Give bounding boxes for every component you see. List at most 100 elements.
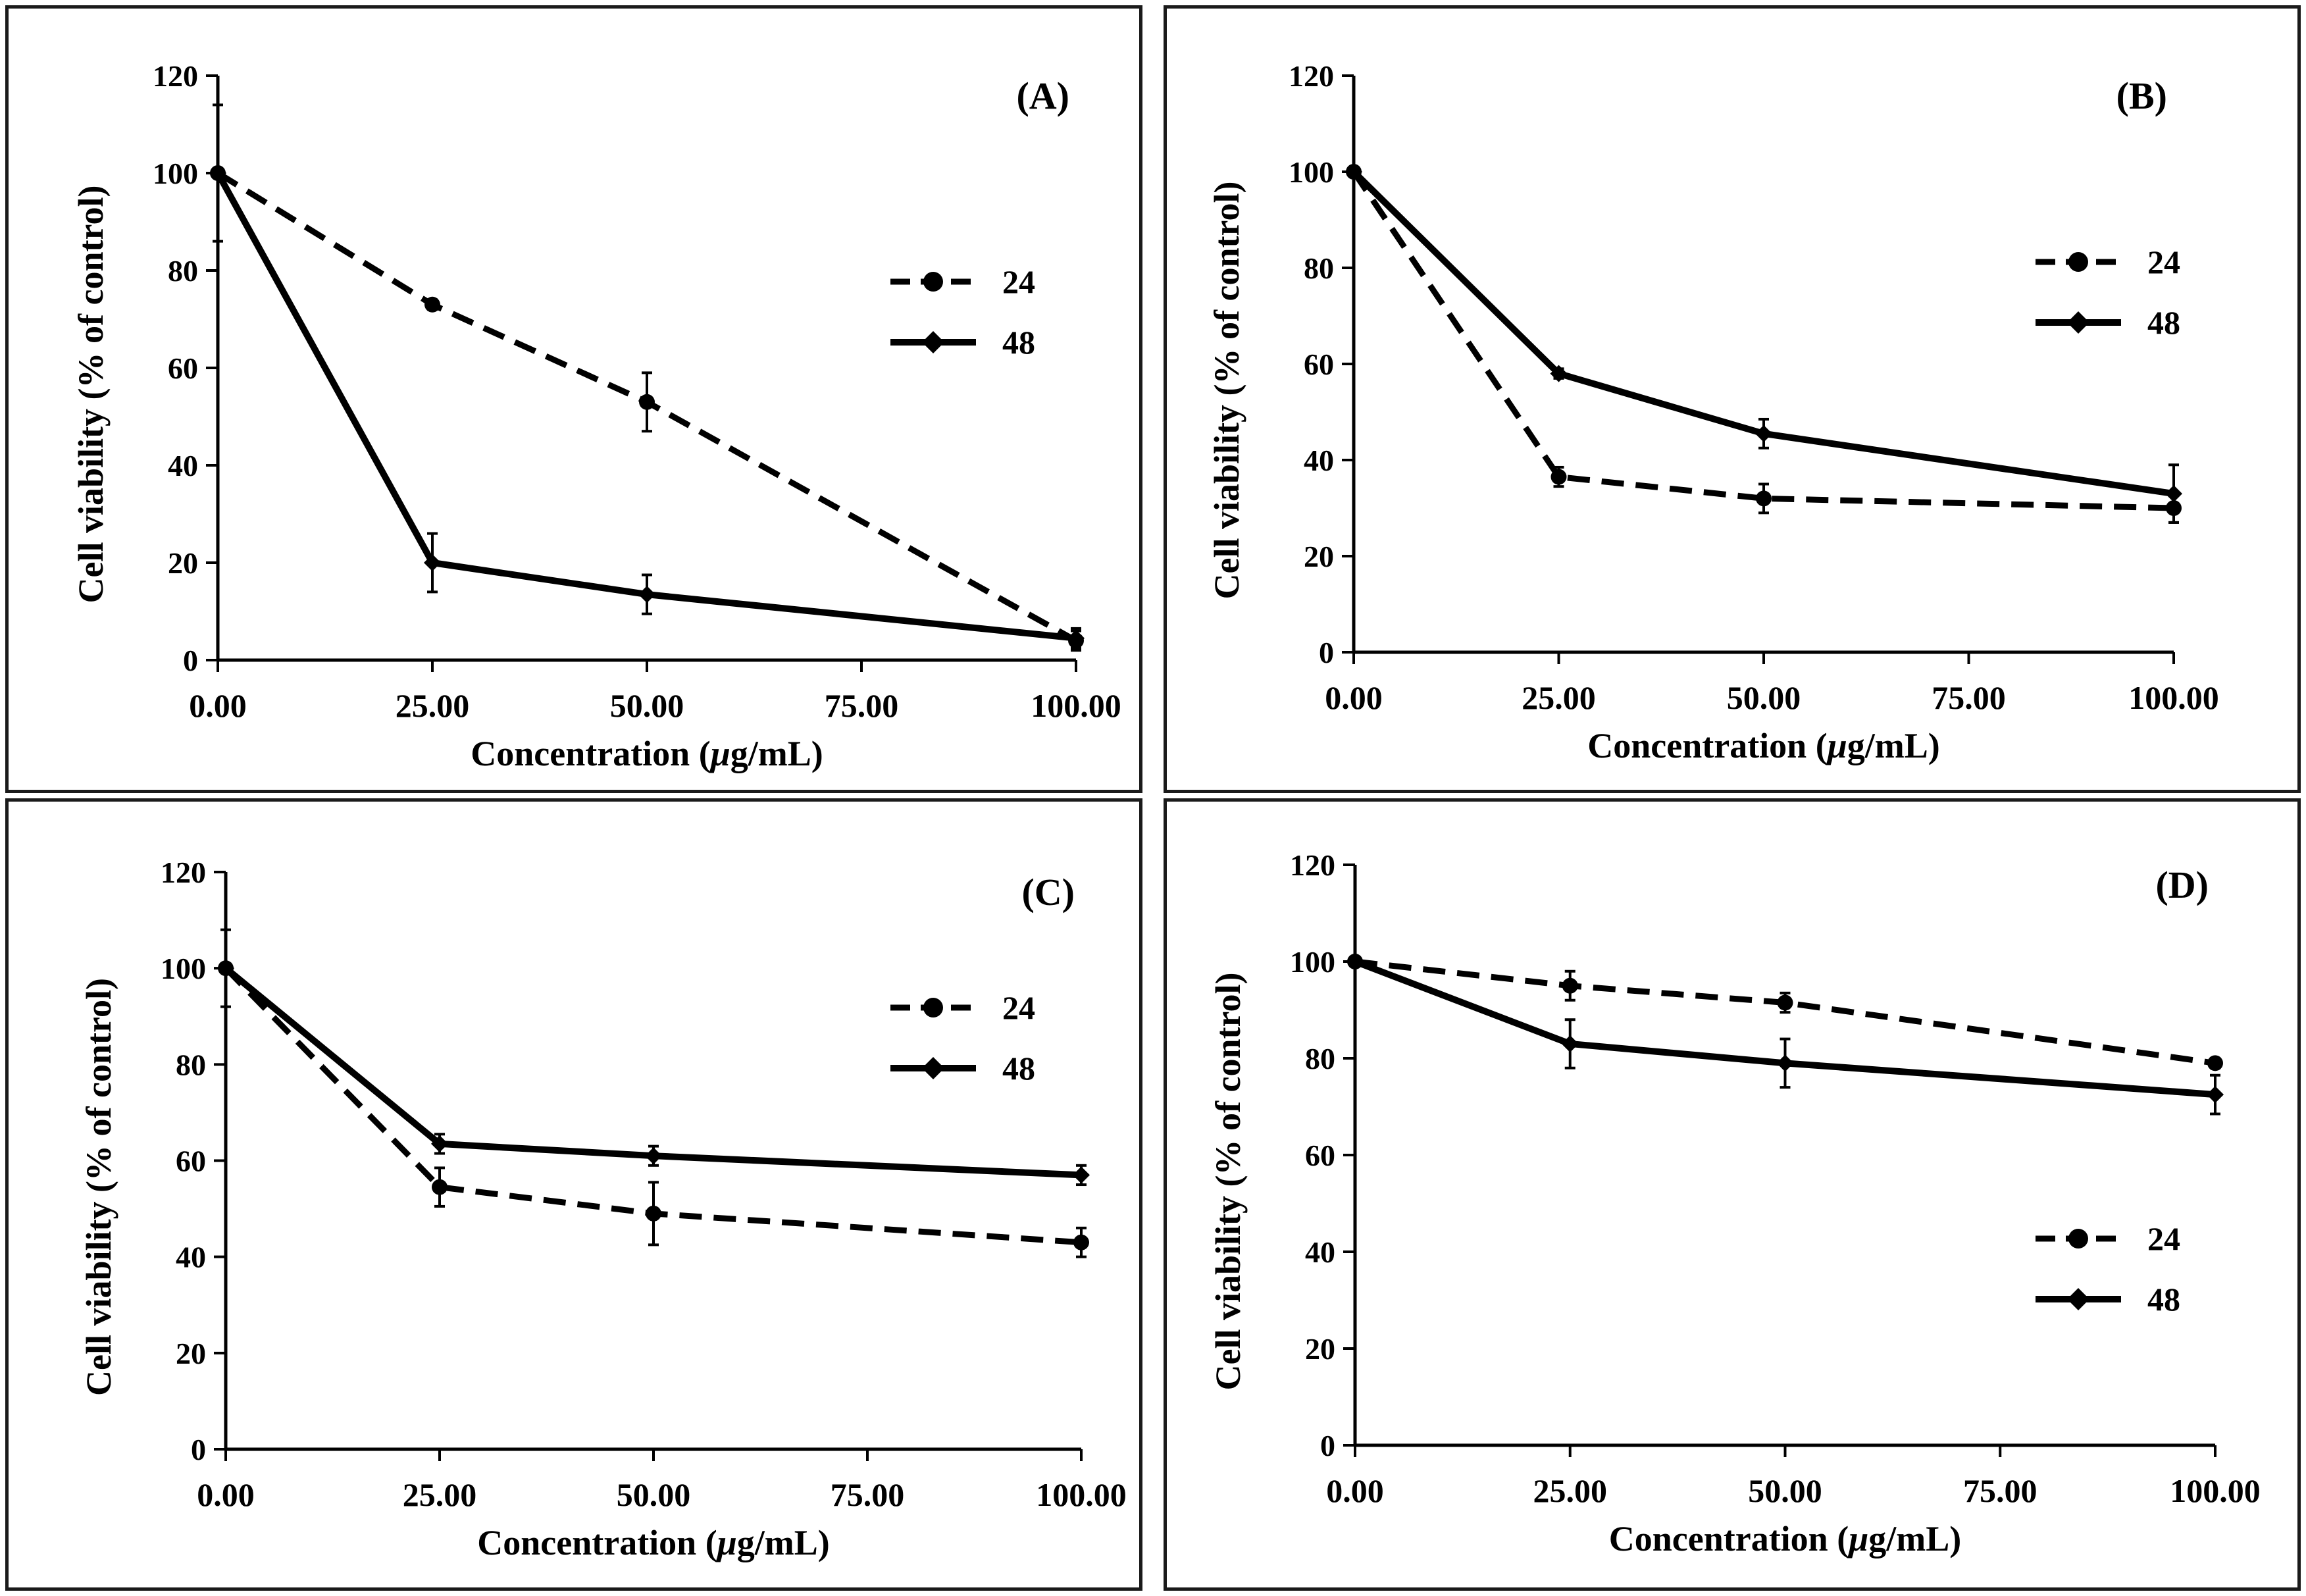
y-axis-title: Cell viability (% of control) — [79, 978, 118, 1396]
y-tick-label: 80 — [176, 1048, 206, 1081]
y-tick-label: 60 — [1304, 348, 1334, 381]
series-line-48 — [1354, 958, 2216, 1098]
legend-label-48: 48 — [2147, 1281, 2180, 1318]
panel-label: (D) — [2155, 863, 2209, 906]
x-axis-title-prefix: Concentration ( — [1609, 1519, 1849, 1558]
x-tick-label: 25.00 — [396, 687, 470, 724]
y-tick-label: 40 — [168, 449, 198, 482]
y-tick-label: 120 — [153, 59, 198, 93]
y-tick-label: 100 — [161, 952, 206, 985]
x-axis-title-suffix: g/mL) — [1847, 726, 1940, 765]
chart-a: 0 20 40 60 80 100 120 0.00 25.00 50.00 75.00 100.00… — [71, 59, 1121, 773]
data-point-48 — [1346, 953, 1364, 970]
y-tick-label: 80 — [168, 254, 198, 288]
series-line-24 — [223, 966, 1082, 1246]
y-tick-label: 20 — [168, 546, 198, 580]
x-axis-title-suffix: g/mL) — [1868, 1519, 1961, 1558]
legend-marker-24 — [923, 998, 943, 1017]
panel-c: 0 20 40 60 80 100 120 0.00 25.00 50.00 75.00 100.00… — [5, 798, 1142, 1591]
x-axis-title-prefix: Concentration ( — [1587, 726, 1827, 765]
panel-a: 0 20 40 60 80 100 120 0.00 25.00 50.00 75.00 100.00… — [5, 5, 1142, 793]
x-tick-label: 100.00 — [2170, 1472, 2261, 1509]
x-axis-title-mu: μ — [709, 734, 730, 773]
x-tick-label: 100.00 — [1036, 1476, 1127, 1513]
y-tick-label: 40 — [176, 1241, 206, 1274]
x-axis-title: Concentration (μg/mL) — [477, 1523, 830, 1562]
y-tick-label: 60 — [1305, 1139, 1335, 1172]
y-tick-label: 60 — [168, 351, 198, 385]
x-tick-label: 25.00 — [403, 1476, 477, 1513]
legend-label-24: 24 — [1002, 263, 1035, 300]
y-tick-label: 120 — [1290, 848, 1335, 882]
x-axis-title-mu: μ — [1847, 1519, 1868, 1558]
series-line-24 — [1354, 958, 2216, 1066]
y-tick-label: 120 — [161, 856, 206, 889]
x-axis-title: Concentration (μg/mL) — [1609, 1519, 1962, 1558]
data-point-48 — [1073, 1166, 1090, 1184]
x-axis-title-mu: μ — [1826, 726, 1847, 765]
data-point-48 — [2207, 1086, 2224, 1104]
legend-marker-48 — [2067, 311, 2089, 334]
legend-label-48: 48 — [2147, 304, 2180, 341]
legend-label-24: 24 — [2147, 244, 2180, 280]
data-point-24 — [432, 1179, 448, 1195]
x-axis-title-prefix: Concentration ( — [471, 734, 710, 773]
x-tick-label: 0.00 — [1326, 1472, 1384, 1509]
legend-label-24: 24 — [1002, 989, 1035, 1026]
y-tick-label: 80 — [1305, 1042, 1335, 1075]
data-point-24 — [424, 296, 440, 313]
x-axis-title: Concentration (μg/mL) — [1587, 726, 1940, 765]
x-tick-label: 50.00 — [617, 1476, 691, 1513]
data-point-48 — [209, 165, 226, 182]
data-point-24 — [639, 394, 655, 410]
y-tick-label: 0 — [183, 644, 198, 677]
x-tick-label: 100.00 — [2128, 679, 2219, 716]
panel-label: (B) — [2116, 74, 2167, 117]
y-tick-label: 100 — [1289, 155, 1334, 189]
series-line-48 — [1351, 169, 2174, 498]
data-point-24 — [1777, 994, 1793, 1011]
y-tick-label: 100 — [153, 157, 198, 190]
legend-marker-48 — [922, 1057, 944, 1079]
y-tick-label: 80 — [1304, 251, 1334, 285]
y-tick-label: 120 — [1289, 59, 1334, 93]
y-tick-label: 40 — [1305, 1235, 1335, 1269]
data-point-48 — [431, 1135, 448, 1152]
y-tick-label: 0 — [1319, 636, 1334, 669]
data-point-48 — [1755, 425, 1772, 442]
data-point-48 — [1345, 163, 1362, 180]
y-axis-title: Cell viability (% of control) — [1208, 973, 1248, 1391]
x-tick-label: 25.00 — [1522, 679, 1596, 716]
x-tick-label: 25.00 — [1533, 1472, 1608, 1509]
panel-d: 0 20 40 60 80 100 120 0.00 25.00 50.00 75.00 100.00… — [1164, 798, 2301, 1591]
data-point-48 — [217, 960, 234, 977]
y-tick-label: 0 — [191, 1433, 206, 1466]
data-point-48 — [1776, 1054, 1794, 1072]
y-tick-label: 20 — [1305, 1332, 1335, 1366]
series-line-24 — [1351, 170, 2174, 511]
legend-marker-48 — [2067, 1288, 2089, 1310]
legend-marker-24 — [2068, 1229, 2088, 1248]
data-point-48 — [645, 1147, 662, 1165]
legend-label-48: 48 — [1002, 1050, 1035, 1087]
data-point-48 — [1550, 365, 1568, 382]
data-point-24 — [1562, 977, 1578, 994]
y-tick-label: 60 — [176, 1145, 206, 1178]
x-tick-label: 75.00 — [831, 1476, 905, 1513]
x-tick-label: 100.00 — [1031, 687, 1121, 724]
y-axis-title: Cell viability (% of control) — [1207, 182, 1246, 600]
y-axis-title: Cell viability (% of control) — [71, 186, 111, 604]
series-line-24 — [216, 170, 1078, 644]
y-tick-label: 20 — [1304, 540, 1334, 573]
data-point-24 — [1756, 490, 1772, 507]
x-tick-label: 0.00 — [197, 1476, 255, 1513]
x-tick-label: 0.00 — [1325, 679, 1383, 716]
series-line-48 — [223, 965, 1082, 1179]
y-tick-label: 0 — [1320, 1429, 1335, 1462]
data-point-48 — [1561, 1035, 1579, 1052]
chart-c: 0 20 40 60 80 100 120 0.00 25.00 50.00 75.00 100.00… — [79, 856, 1127, 1562]
y-tick-label: 20 — [176, 1337, 206, 1370]
panel-label: (A) — [1016, 74, 1069, 117]
data-point-24 — [646, 1205, 661, 1222]
x-axis-title-suffix: g/mL) — [730, 734, 823, 773]
